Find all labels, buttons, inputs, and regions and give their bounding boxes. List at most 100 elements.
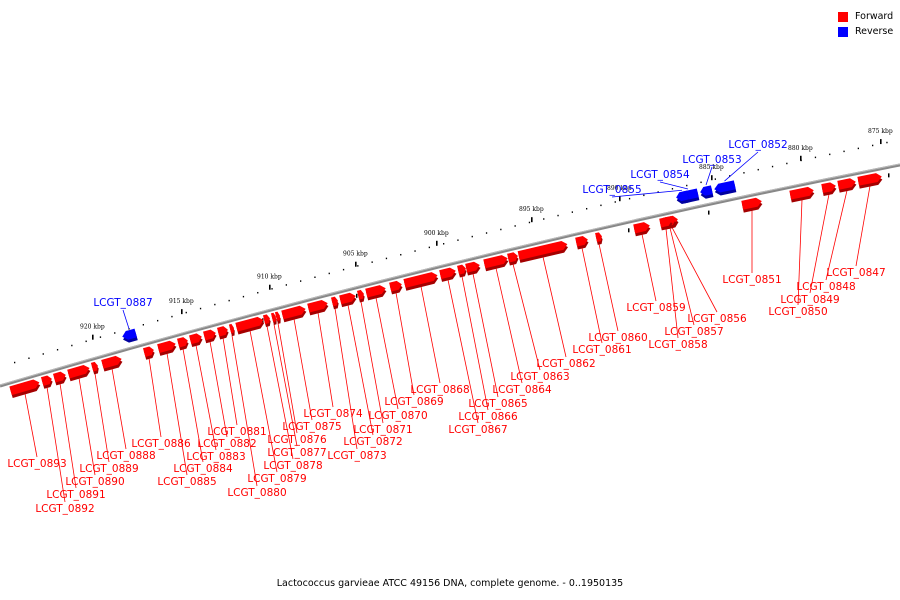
gene-arrow[interactable] xyxy=(101,355,124,372)
gene-label[interactable]: LCGT_0884 xyxy=(173,463,233,475)
gene-label[interactable]: LCGT_0870 xyxy=(368,410,427,422)
gene-arrow[interactable] xyxy=(457,264,468,278)
gene-label[interactable]: LCGT_0890 xyxy=(65,476,124,488)
gene-label[interactable]: LCGT_0868 xyxy=(410,384,469,396)
gene-label[interactable]: LCGT_0873 xyxy=(327,450,386,462)
gene-label[interactable]: LCGT_0860 xyxy=(588,332,647,344)
gene-arrow[interactable] xyxy=(439,266,457,282)
gene-label[interactable]: LCGT_0878 xyxy=(263,460,322,472)
gene-label[interactable]: LCGT_0874 xyxy=(303,408,363,420)
gene-label[interactable]: LCGT_0885 xyxy=(157,476,216,488)
gene-arrow[interactable] xyxy=(507,251,520,266)
gene-arrow[interactable] xyxy=(262,314,272,328)
gene-arrow[interactable] xyxy=(465,261,481,276)
gene-label[interactable]: LCGT_0881 xyxy=(207,426,266,438)
gene-arrow[interactable] xyxy=(142,346,156,360)
gene-arrow[interactable] xyxy=(157,339,178,356)
gene-arrow[interactable] xyxy=(270,312,278,325)
gene-label[interactable]: LCGT_0848 xyxy=(796,281,855,293)
gene-arrow[interactable] xyxy=(789,186,815,203)
scale-dot xyxy=(128,328,130,330)
gene-label[interactable]: LCGT_0851 xyxy=(722,274,781,286)
gene-arrow[interactable] xyxy=(339,292,357,308)
gene-label[interactable]: LCGT_0872 xyxy=(343,436,402,448)
gene-label[interactable]: LCGT_0854 xyxy=(630,169,690,181)
gene-label[interactable]: LCGT_0858 xyxy=(648,339,707,351)
gene-label[interactable]: LCGT_0857 xyxy=(664,326,723,338)
gene-arrow[interactable] xyxy=(281,304,307,323)
gene-label[interactable]: LCGT_0849 xyxy=(780,294,839,306)
gene-label[interactable]: LCGT_0879 xyxy=(247,473,306,485)
gene-label[interactable]: LCGT_0862 xyxy=(536,358,595,370)
gene-arrow[interactable] xyxy=(365,284,387,301)
gene-arrow[interactable] xyxy=(517,240,569,263)
gene-label[interactable]: LCGT_0859 xyxy=(626,302,685,314)
gene-label[interactable]: LCGT_0893 xyxy=(7,458,66,470)
gene-label[interactable]: LCGT_0856 xyxy=(687,313,747,325)
gene-label[interactable]: LCGT_0882 xyxy=(197,438,256,450)
gene-label[interactable]: LCGT_0852 xyxy=(728,139,787,151)
gene-arrow[interactable] xyxy=(274,311,282,324)
gene-arrow[interactable] xyxy=(595,232,604,245)
gene-label[interactable]: LCGT_0855 xyxy=(582,184,641,196)
gene-arrow[interactable] xyxy=(713,180,737,196)
gene-label[interactable]: LCGT_0863 xyxy=(510,371,569,383)
gene-arrow[interactable] xyxy=(216,325,230,340)
gene-label[interactable]: LCGT_0883 xyxy=(186,451,245,463)
gene-label[interactable]: LCGT_0850 xyxy=(768,306,827,318)
scale-dot xyxy=(514,225,516,227)
gene-label[interactable]: LCGT_0886 xyxy=(131,438,191,450)
gene-label[interactable]: LCGT_0889 xyxy=(79,463,138,475)
gene-arrow[interactable] xyxy=(857,172,883,189)
gene-arrow[interactable] xyxy=(483,254,509,272)
gene-arrow[interactable] xyxy=(9,378,41,399)
gene-label[interactable]: LCGT_0891 xyxy=(46,489,105,501)
scale-dot xyxy=(214,303,216,306)
gene-label[interactable]: LCGT_0867 xyxy=(448,424,507,436)
gene-label[interactable]: LCGT_0869 xyxy=(384,396,443,408)
gene-arrow[interactable] xyxy=(575,235,589,250)
legend-label: Reverse xyxy=(855,26,894,37)
gene-arrow[interactable] xyxy=(330,296,340,310)
scale-dot xyxy=(485,232,488,234)
gene-label[interactable]: LCGT_0876 xyxy=(267,434,327,446)
gene-arrow[interactable] xyxy=(203,328,218,344)
gene-label[interactable]: LCGT_0853 xyxy=(682,154,741,166)
gene-label[interactable]: LCGT_0866 xyxy=(458,411,518,423)
gene-arrow[interactable] xyxy=(40,374,54,389)
gene-arrow[interactable] xyxy=(235,316,265,335)
label-leader xyxy=(347,304,374,436)
gene-arrow[interactable] xyxy=(228,323,236,337)
gene-arrow[interactable] xyxy=(356,289,366,303)
gene-arrow[interactable] xyxy=(837,177,857,193)
gene-arrow[interactable] xyxy=(821,181,837,196)
gene-arrow[interactable] xyxy=(307,299,329,316)
gene-label[interactable]: LCGT_0871 xyxy=(353,424,412,436)
gene-arrow[interactable] xyxy=(699,185,714,199)
gene-label[interactable]: LCGT_0865 xyxy=(468,398,527,410)
gene-arrow[interactable] xyxy=(90,361,100,375)
gene-arrow[interactable] xyxy=(403,271,439,291)
gene-arrow[interactable] xyxy=(389,280,404,295)
legend-item-forward: Forward xyxy=(838,9,893,24)
gene-label[interactable]: LCGT_0861 xyxy=(572,344,631,356)
gene-label[interactable]: LCGT_0875 xyxy=(282,421,341,433)
gene-label[interactable]: LCGT_0888 xyxy=(96,450,155,462)
label-leader xyxy=(166,353,188,476)
gene-arrow[interactable] xyxy=(52,371,68,386)
gene-label[interactable]: LCGT_0864 xyxy=(492,384,552,396)
gene-arrow[interactable] xyxy=(67,364,91,382)
gene-arrow[interactable] xyxy=(121,328,138,344)
gene-arrow[interactable] xyxy=(176,336,190,351)
gene-arrow[interactable] xyxy=(189,332,204,348)
gene-label[interactable]: LCGT_0880 xyxy=(227,487,286,499)
gene-arrow[interactable] xyxy=(633,221,651,237)
gene-label[interactable]: LCGT_0892 xyxy=(35,503,94,515)
gene-arrow[interactable] xyxy=(659,216,673,231)
gene-label[interactable]: LCGT_0877 xyxy=(267,447,326,459)
gene-label[interactable]: LCGT_0847 xyxy=(826,267,885,279)
label-leader xyxy=(495,267,523,384)
gene-arrow[interactable] xyxy=(675,190,690,205)
gene-label[interactable]: LCGT_0887 xyxy=(93,297,152,309)
gene-arrow[interactable] xyxy=(741,197,763,213)
